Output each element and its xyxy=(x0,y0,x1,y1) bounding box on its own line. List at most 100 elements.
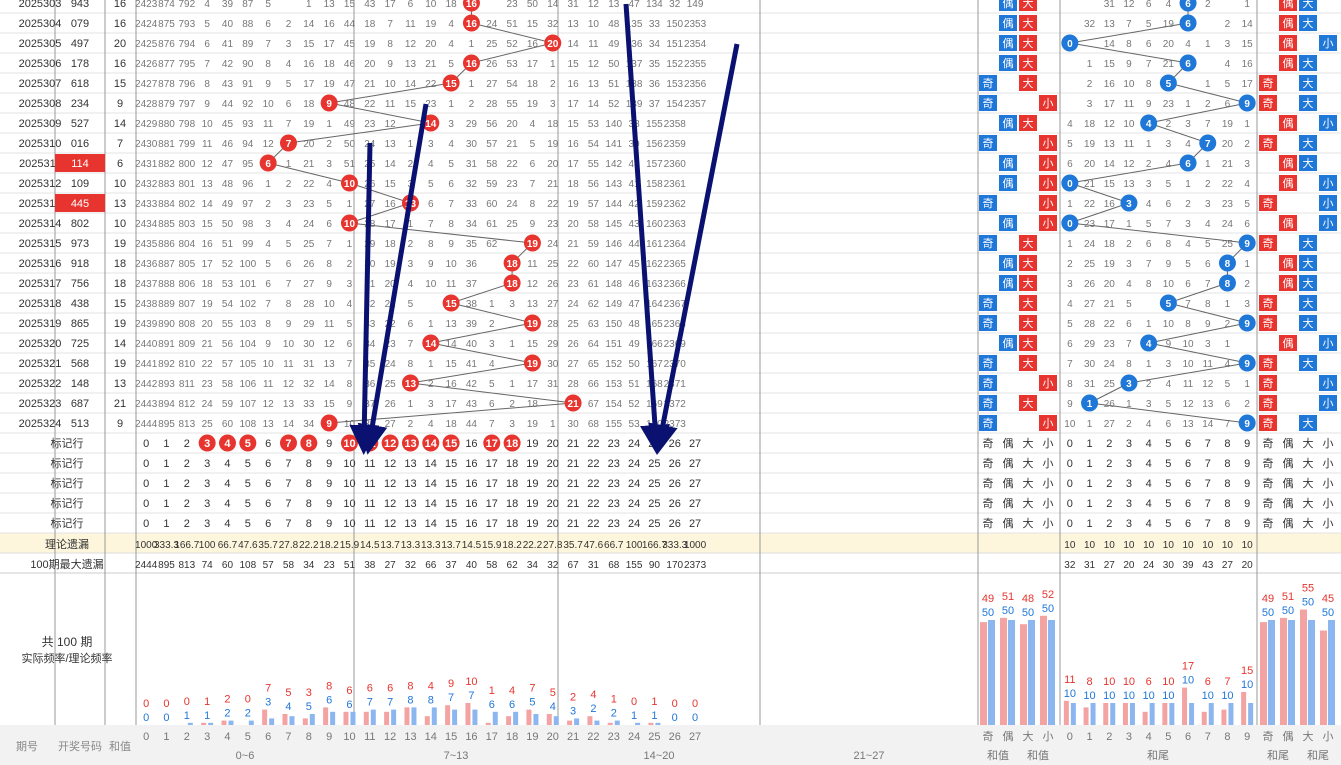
sum-ball-label: 14 xyxy=(425,119,437,130)
theory-tail-value: 10 xyxy=(1163,540,1175,551)
sum-ball xyxy=(523,234,541,252)
miss-cell: 107 xyxy=(239,399,256,410)
marker-form-label: 小 xyxy=(1043,497,1054,510)
marker-tail-label: 9 xyxy=(1244,518,1250,530)
tail-miss-cell: 16 xyxy=(1104,79,1116,90)
sum-ball xyxy=(462,14,480,32)
sum-freq-theory-label: 4 xyxy=(285,701,291,713)
miss-cell: 141 xyxy=(605,139,622,150)
tail-miss-cell: 1 xyxy=(1185,179,1191,190)
miss-cell: 3 xyxy=(448,119,454,130)
footer-sum-tick: 8 xyxy=(306,731,312,743)
tail-freq-actual-label: 11 xyxy=(1064,674,1075,686)
marker-tail-label: 5 xyxy=(1165,518,1171,530)
miss-cell: 2362 xyxy=(664,199,687,210)
miss-cell: 147 xyxy=(605,259,622,270)
max-sum-value: 62 xyxy=(507,560,519,571)
tail-miss-cell: 8 xyxy=(1126,39,1132,50)
miss-cell: 61 xyxy=(588,279,600,290)
tail-freq-theory-label: 10 xyxy=(1064,688,1076,700)
miss-cell: 6 xyxy=(204,39,210,50)
miss-cell: 134 xyxy=(646,0,663,10)
miss-cell: 23 xyxy=(507,179,519,190)
tail-form-freq-theory-bar xyxy=(1288,620,1295,725)
tail-miss-cell: 2 xyxy=(1185,199,1191,210)
marker-tail-label: 7 xyxy=(1205,518,1211,530)
tail-miss-cell: 27 xyxy=(1084,299,1096,310)
miss-cell: 1 xyxy=(469,39,475,50)
theory-sum-value: 13.7 xyxy=(380,540,400,551)
marker-tail-label: 8 xyxy=(1224,518,1230,530)
marker-sum-label: 20 xyxy=(547,498,559,510)
theory-sum-value: 18.2 xyxy=(502,540,522,551)
number-cell: 016 xyxy=(71,138,89,150)
big-small-box xyxy=(1039,215,1057,231)
miss-cell: 92 xyxy=(242,99,254,110)
marker-tail-label: 8 xyxy=(1224,458,1230,470)
number-cell: 687 xyxy=(71,398,89,410)
marker-tail-label: 6 xyxy=(1185,498,1191,510)
odd-even-box xyxy=(999,0,1017,11)
miss-cell: 9 xyxy=(265,339,271,350)
marker-tail-label: 0 xyxy=(1067,518,1073,530)
marker-sum-label: 8 xyxy=(306,518,312,530)
sum-ball-label: 10 xyxy=(344,179,356,190)
miss-cell: 2436 xyxy=(135,259,158,270)
number-cell: 918 xyxy=(71,258,89,270)
tail-miss-cell: 1 xyxy=(1087,59,1093,70)
theory-tail-value: 10 xyxy=(1202,540,1214,551)
tail-odd-even-box xyxy=(1259,135,1277,151)
miss-cell: 793 xyxy=(178,19,195,30)
miss-cell: 43 xyxy=(629,219,641,230)
tail-odd-even-label: 奇 xyxy=(1263,97,1274,110)
marker-tail-label: 1 xyxy=(1086,498,1092,510)
miss-cell: 2 xyxy=(428,379,434,390)
tail-miss-cell: 5 xyxy=(1205,239,1211,250)
tail-big-small-box xyxy=(1299,15,1317,31)
tail-miss-cell: 5 xyxy=(1225,79,1231,90)
miss-cell: 23 xyxy=(202,379,214,390)
miss-cell: 65 xyxy=(588,359,600,370)
tail-miss-cell: 10 xyxy=(1163,279,1175,290)
marker-tail-form-label: 奇 xyxy=(1263,457,1274,470)
max-tail-value: 20 xyxy=(1123,560,1135,571)
miss-cell: 153 xyxy=(666,79,683,90)
tail-big-small-box xyxy=(1319,375,1337,391)
miss-cell: 32 xyxy=(669,0,681,10)
number-cell: 178 xyxy=(71,58,89,70)
theory-tail-value: 10 xyxy=(1104,540,1116,551)
footer-sum-tick: 10 xyxy=(343,731,355,743)
tail-odd-even-box xyxy=(1259,415,1277,431)
miss-cell: 23 xyxy=(385,339,397,350)
tail-miss-cell: 1 xyxy=(1146,359,1152,370)
miss-cell: 12 xyxy=(202,159,214,170)
miss-cell: 87 xyxy=(242,0,254,10)
theory-sum-value: 333.3 xyxy=(154,540,179,551)
sum-freq-actual-label: 0 xyxy=(163,698,169,710)
marker-tail-form-label: 小 xyxy=(1323,497,1334,510)
odd-even-label: 偶 xyxy=(1003,157,1014,170)
marker-tail-label: 7 xyxy=(1205,498,1211,510)
sum-cell: 10 xyxy=(114,178,126,190)
tail-miss-cell: 1 xyxy=(1126,399,1132,410)
marker-sum-label: 12 xyxy=(384,478,396,490)
miss-cell: 57 xyxy=(222,359,234,370)
marker-sum-label: 20 xyxy=(547,478,559,490)
marker-tail-label: 4 xyxy=(1146,438,1152,450)
miss-cell: 8 xyxy=(448,219,454,230)
tail-miss-cell: 16 xyxy=(1104,199,1116,210)
big-small-label: 大 xyxy=(1023,356,1034,370)
marker-sum-label: 17 xyxy=(486,458,498,470)
marker-sum-label: 15 xyxy=(445,498,457,510)
footer-group-label: 和值 xyxy=(987,749,1009,762)
tail-miss-cell: 11 xyxy=(1124,99,1135,110)
tail-miss-cell: 17 xyxy=(1242,79,1254,90)
marker-tail-form-label: 小 xyxy=(1323,477,1334,490)
tail-miss-cell: 14 xyxy=(1202,419,1214,430)
miss-cell: 4 xyxy=(286,59,292,70)
tail-odd-even-box xyxy=(1259,315,1277,331)
theory-sum-value: 14.5 xyxy=(360,540,380,551)
tail-big-small-label: 小 xyxy=(1323,217,1334,230)
marker-sum-label: 18 xyxy=(506,458,518,470)
miss-cell: 60 xyxy=(222,419,234,430)
